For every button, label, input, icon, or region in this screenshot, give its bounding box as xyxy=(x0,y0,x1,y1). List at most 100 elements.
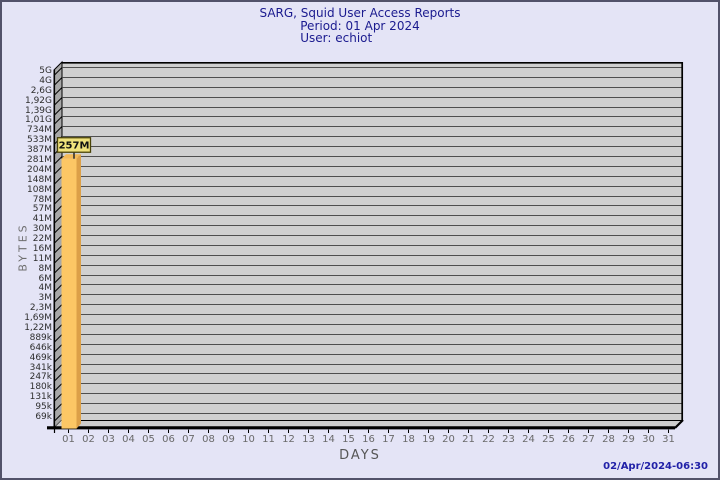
x-tick-label: 12 xyxy=(282,434,295,445)
bar-side-day-01 xyxy=(76,154,81,429)
x-tick-label: 24 xyxy=(522,434,535,445)
y-tick-label: 95k xyxy=(35,402,52,412)
y-tick-label: 1,39G xyxy=(25,106,52,116)
y-tick-label: 5G xyxy=(39,66,52,76)
y-tick xyxy=(53,364,63,373)
y-tick xyxy=(53,126,63,135)
y-tick-label: 22M xyxy=(33,234,52,244)
y-tick-label: 341k xyxy=(30,363,53,373)
y-tick xyxy=(53,255,63,264)
y-tick xyxy=(53,205,63,214)
y-tick xyxy=(53,294,63,303)
x-tick-label: 19 xyxy=(422,434,435,445)
plot-area xyxy=(62,62,683,420)
y-tick xyxy=(53,403,63,412)
y-tick xyxy=(53,275,63,284)
y-tick-label: 646k xyxy=(30,343,53,353)
y-tick-label: 2,6G xyxy=(31,86,52,96)
x-tick-label: 07 xyxy=(182,434,195,445)
y-tick-label: 533M xyxy=(27,135,52,145)
y-tick xyxy=(53,215,63,224)
y-tick-label: 4G xyxy=(39,76,52,86)
x-tick-label: 28 xyxy=(602,434,615,445)
y-tick xyxy=(53,354,63,363)
y-tick-label: 469k xyxy=(30,353,53,363)
y-tick-label: 78M xyxy=(33,195,52,205)
generated-timestamp: 02/Apr/2024-06:30 xyxy=(603,461,708,472)
report-title: SARG, Squid User Access Reports xyxy=(259,6,461,20)
y-tick-label: 108M xyxy=(27,185,52,195)
report-header: SARG, Squid User Access Reports Period: … xyxy=(2,7,718,45)
y-tick xyxy=(53,245,63,254)
bar-top-day-01 xyxy=(61,154,81,159)
x-tick-label: 08 xyxy=(202,434,215,445)
y-tick-label: 1,22M xyxy=(24,323,52,333)
y-tick xyxy=(53,344,63,353)
y-tick xyxy=(53,393,63,402)
y-tick-label: 734M xyxy=(27,125,52,135)
x-tick-label: 30 xyxy=(642,434,655,445)
y-tick-label: 247k xyxy=(30,372,53,382)
y-tick-label: 387M xyxy=(27,145,52,155)
y-axis-title: BYTES xyxy=(16,222,30,272)
y-tick xyxy=(53,265,63,274)
x-tick-label: 13 xyxy=(302,434,315,445)
y-tick xyxy=(53,334,63,343)
y-tick-label: 11M xyxy=(33,254,52,264)
y-tick xyxy=(53,77,63,86)
y-tick xyxy=(53,314,63,323)
y-tick-label: 6M xyxy=(39,274,53,284)
x-tick-label: 18 xyxy=(402,434,415,445)
bar-day-01 xyxy=(61,158,77,429)
x-tick-label: 03 xyxy=(102,434,115,445)
y-tick-label: 4M xyxy=(39,283,53,293)
y-tick xyxy=(53,383,63,392)
report-period: Period: 01 Apr 2024 xyxy=(300,18,420,33)
floor xyxy=(54,420,683,428)
x-tick-label: 01 xyxy=(62,434,75,445)
x-tick-label: 10 xyxy=(242,434,255,445)
y-tick-label: 16M xyxy=(33,244,52,254)
y-tick xyxy=(53,67,63,76)
y-tick-label: 41M xyxy=(33,214,52,224)
y-tick-label: 131k xyxy=(30,392,53,402)
y-tick-label: 69k xyxy=(35,412,52,422)
y-tick xyxy=(53,107,63,116)
x-tick-label: 29 xyxy=(622,434,635,445)
y-tick xyxy=(53,324,63,333)
report-user: User: echiot xyxy=(300,31,373,45)
y-tick-label: 30M xyxy=(33,224,52,234)
x-tick-label: 23 xyxy=(502,434,515,445)
y-tick xyxy=(53,176,63,185)
x-tick-label: 20 xyxy=(442,434,455,445)
y-tick xyxy=(53,225,63,234)
x-tick-label: 05 xyxy=(142,434,155,445)
y-tick-label: 3M xyxy=(39,293,53,303)
x-tick-label: 14 xyxy=(322,434,335,445)
y-tick xyxy=(53,156,63,165)
y-tick-label: 8M xyxy=(39,264,53,274)
bottom-right-bevel xyxy=(674,419,684,429)
y-tick-label: 1,69M xyxy=(24,313,52,323)
report-subheader: Period: 01 Apr 2024 User: echiot xyxy=(300,18,420,45)
y-tick xyxy=(53,97,63,106)
x-tick-label: 26 xyxy=(562,434,575,445)
y-tick xyxy=(53,235,63,244)
y-tick xyxy=(53,87,63,96)
y-tick-label: 204M xyxy=(27,165,52,175)
x-tick-label: 31 xyxy=(662,434,675,445)
y-tick-label: 2,3M xyxy=(30,303,52,313)
y-tick-label: 1,92G xyxy=(25,96,52,106)
y-tick-label: 57M xyxy=(33,204,52,214)
x-tick-label: 15 xyxy=(342,434,355,445)
y-tick xyxy=(53,304,63,313)
y-tick xyxy=(53,373,63,382)
y-tick xyxy=(53,116,63,125)
x-tick-label: 16 xyxy=(362,434,375,445)
x-tick-label: 06 xyxy=(162,434,175,445)
value-label: 257M xyxy=(59,141,90,152)
left-wall xyxy=(53,60,63,430)
x-tick-label: 22 xyxy=(482,434,495,445)
